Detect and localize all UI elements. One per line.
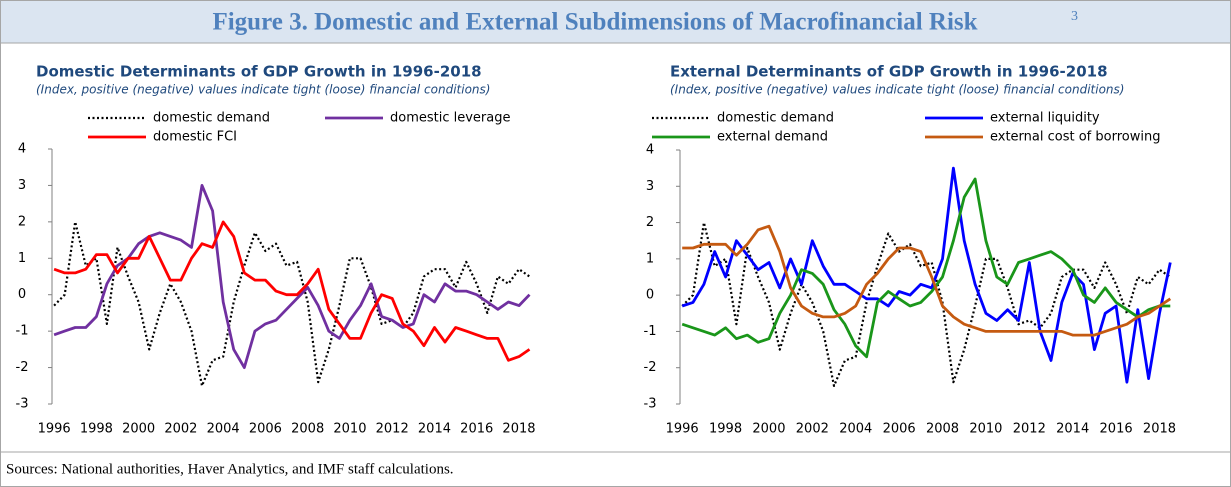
x-tick-label: 2006 <box>249 422 282 437</box>
series-line <box>681 177 1171 359</box>
y-tick-label: 2 <box>18 214 26 229</box>
x-tick-label: 2012 <box>376 422 409 437</box>
chart-title: External Determinants of GDP Growth in 1… <box>670 63 1108 81</box>
x-tick-label: 2014 <box>418 422 451 437</box>
y-tick-label: -1 <box>644 324 657 339</box>
legend-label: external cost of borrowing <box>990 130 1160 145</box>
x-tick-label: 2014 <box>1056 422 1089 437</box>
x-tick-label: 2008 <box>926 422 959 437</box>
series-line <box>681 166 1172 384</box>
legend-label: domestic leverage <box>390 111 511 126</box>
x-tick-label: 2002 <box>164 422 197 437</box>
y-tick-label: 0 <box>18 287 26 302</box>
series-line <box>681 221 1171 387</box>
y-tick-label: 3 <box>646 179 654 194</box>
x-tick-label: 2008 <box>291 422 324 437</box>
x-tick-label: 2004 <box>207 422 240 437</box>
legend-label: external liquidity <box>990 111 1100 126</box>
x-tick-label: 2010 <box>969 422 1002 437</box>
y-tick-label: -3 <box>644 397 657 412</box>
title-bar <box>1 1 1230 43</box>
series-line <box>53 220 531 362</box>
x-tick-label: 2006 <box>883 422 916 437</box>
legend-label: domestic demand <box>153 111 270 126</box>
chart-title: Domestic Determinants of GDP Growth in 1… <box>36 63 482 81</box>
x-tick-label: 1996 <box>666 422 699 437</box>
y-tick-label: 2 <box>646 215 654 230</box>
chart-subtitle: (Index, positive (negative) values indic… <box>670 83 1124 97</box>
x-tick-label: 2010 <box>333 422 366 437</box>
y-tick-label: 3 <box>18 178 26 193</box>
y-tick-label: 1 <box>18 251 26 266</box>
figure-title: Figure 3. Domestic and External Subdimen… <box>212 9 977 36</box>
x-tick-label: 2004 <box>839 422 872 437</box>
source-note: Sources: National authorities, Haver Ana… <box>6 461 454 477</box>
x-tick-label: 2002 <box>796 422 829 437</box>
x-tick-label: 2018 <box>1143 422 1176 437</box>
y-tick-label: 4 <box>18 142 26 157</box>
y-tick-label: -1 <box>16 324 29 339</box>
y-tick-label: -2 <box>16 360 29 375</box>
y-tick-label: -3 <box>16 397 29 412</box>
legend-label: domestic demand <box>717 111 834 126</box>
x-tick-label: 2016 <box>460 422 493 437</box>
x-tick-label: 1996 <box>38 422 71 437</box>
x-tick-label: 2018 <box>502 422 535 437</box>
series-line <box>53 184 531 369</box>
y-tick-label: 1 <box>646 251 654 266</box>
x-tick-label: 2000 <box>122 422 155 437</box>
y-tick-label: 4 <box>646 143 654 158</box>
x-tick-label: 1998 <box>709 422 742 437</box>
x-tick-label: 2000 <box>752 422 785 437</box>
x-tick-label: 1998 <box>80 422 113 437</box>
x-tick-label: 2016 <box>1100 422 1133 437</box>
y-tick-label: -2 <box>644 360 657 375</box>
legend-label: external demand <box>717 130 828 145</box>
footnote-marker: 3 <box>1071 9 1078 24</box>
x-tick-label: 2012 <box>1013 422 1046 437</box>
series-line <box>682 224 1172 337</box>
chart-subtitle: (Index, positive (negative) values indic… <box>36 83 490 97</box>
y-tick-label: 0 <box>646 288 654 303</box>
legend-label: domestic FCI <box>153 130 237 145</box>
